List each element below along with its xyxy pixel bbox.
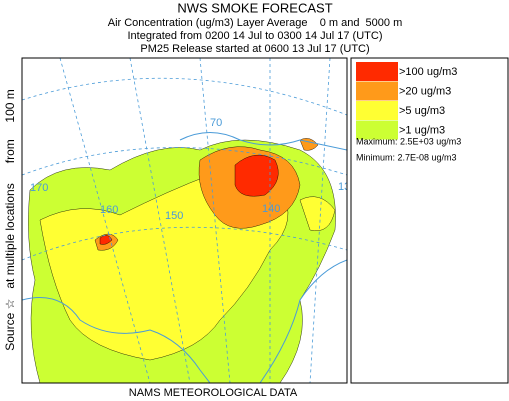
legend-swatch [356, 101, 398, 120]
plume [234, 154, 279, 197]
header-line: PM25 Release started at 0600 13 Jul 17 (… [140, 43, 369, 55]
plumes [28, 138, 336, 383]
header-line: Air Concentration (ug/m3) Layer Average … [108, 17, 403, 29]
legend-frame [350, 57, 509, 384]
grid-label: 170 [30, 182, 48, 194]
grid-label: 140 [262, 203, 280, 215]
legend-swatch [356, 120, 398, 140]
legend-swatch [356, 81, 398, 101]
footer: NAMS METEOROLOGICAL DATA [129, 387, 298, 399]
title: NWS SMOKE FORECAST [177, 0, 332, 15]
graticule [22, 58, 347, 383]
minimum: Minimum: 2.7E-08 ug/m3 [356, 152, 457, 162]
legend-label: >5 ug/m3 [399, 105, 445, 117]
side-label: Source ☆ at multiple locations from 100 … [3, 89, 17, 351]
grid-label: 130 [338, 181, 356, 193]
grid-label: 70 [210, 117, 222, 129]
header-line: Integrated from 0200 14 Jul to 0300 14 J… [128, 30, 383, 42]
grid-label: 150 [165, 210, 183, 222]
legend-swatch [356, 62, 398, 81]
coastline [22, 132, 347, 383]
plume [299, 196, 336, 231]
legend-label: >20 ug/m3 [399, 85, 451, 97]
maximum: Maximum: 2.5E+03 ug/m3 [356, 136, 461, 146]
map-frame [21, 57, 348, 384]
legend-label: >100 ug/m3 [399, 66, 457, 78]
map: 70 170 160 150 140 130 [22, 58, 356, 383]
grid-label: 160 [100, 204, 118, 216]
legend-label: >1 ug/m3 [399, 124, 445, 136]
